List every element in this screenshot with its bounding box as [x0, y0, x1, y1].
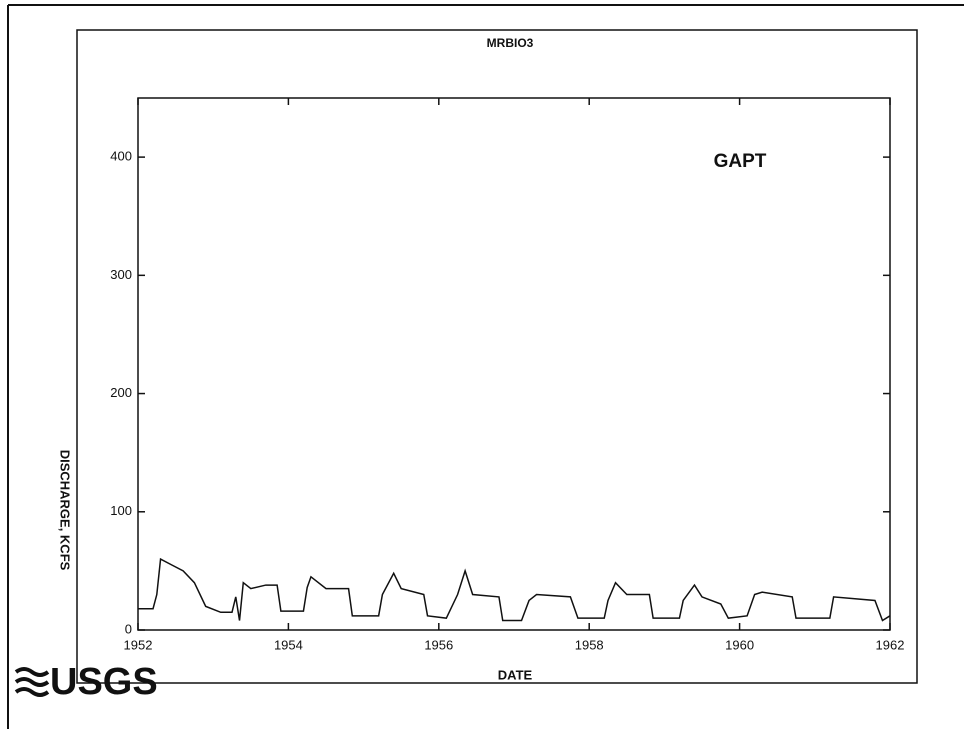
y-tick-label: 200 [110, 385, 132, 400]
series-line [138, 557, 891, 622]
x-tick-label: 1954 [274, 637, 303, 652]
y-tick-label: 300 [110, 267, 132, 282]
y-tick-label: 400 [110, 149, 132, 164]
logo-icon [14, 667, 50, 697]
annotation: GAPT [714, 151, 767, 172]
x-tick-label: 1956 [424, 637, 453, 652]
y-axis-label: DISCHARGE, KCFS [58, 450, 73, 571]
x-tick-label: 1962 [876, 637, 905, 652]
x-tick-label: 1958 [575, 637, 604, 652]
x-tick-label: 1960 [725, 637, 754, 652]
plot-area [137, 97, 891, 631]
outer-box [76, 29, 918, 684]
x-axis-label: DATE [498, 667, 533, 682]
logo: USGS [50, 661, 158, 703]
y-tick-label: 100 [110, 503, 132, 518]
x-tick-label: 1952 [124, 637, 153, 652]
y-tick-label: 0 [125, 621, 132, 636]
chart-title: MRBIO3 [487, 36, 534, 50]
